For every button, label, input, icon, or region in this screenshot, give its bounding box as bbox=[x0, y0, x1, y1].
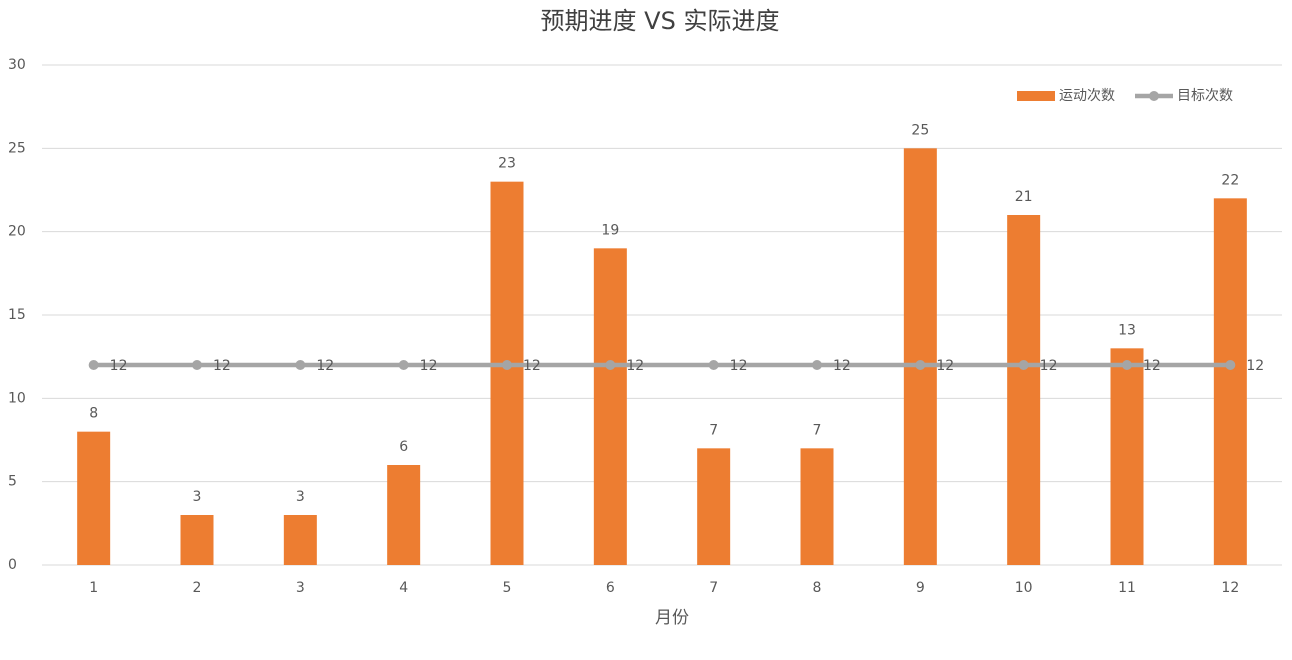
bar bbox=[593, 248, 627, 566]
x-tick-label: 1 bbox=[89, 580, 98, 596]
line-point bbox=[398, 360, 409, 370]
data-label: 3 bbox=[193, 489, 202, 505]
line-point bbox=[812, 360, 822, 370]
data-label: 12 bbox=[936, 358, 954, 374]
line-point bbox=[295, 360, 306, 370]
y-tick-label: 30 bbox=[8, 57, 26, 73]
x-tick-label: 10 bbox=[1015, 580, 1033, 596]
data-label: 19 bbox=[601, 222, 619, 238]
line-point bbox=[88, 360, 99, 370]
x-axis-title: 月份 bbox=[655, 608, 689, 628]
data-label: 12 bbox=[1246, 358, 1264, 374]
x-tick-label: 9 bbox=[916, 580, 925, 596]
bar bbox=[903, 148, 937, 566]
data-label: 12 bbox=[110, 358, 128, 374]
bar bbox=[77, 431, 111, 565]
data-label: 3 bbox=[296, 489, 305, 505]
legend-swatch-point bbox=[1149, 91, 1159, 101]
x-tick-label: 12 bbox=[1221, 580, 1239, 596]
data-label: 12 bbox=[833, 358, 851, 374]
line-point bbox=[502, 360, 512, 370]
line-point bbox=[605, 360, 616, 370]
y-tick-label: 5 bbox=[8, 474, 17, 490]
data-label: 12 bbox=[316, 358, 334, 374]
chart-title: 预期进度 VS 实际进度 bbox=[541, 7, 780, 35]
bar bbox=[1007, 215, 1041, 565]
data-label: 12 bbox=[213, 358, 231, 374]
x-tick-label: 4 bbox=[399, 580, 408, 596]
data-label: 7 bbox=[813, 422, 822, 438]
x-tick-label: 3 bbox=[296, 580, 305, 596]
bar bbox=[800, 448, 834, 565]
line-point bbox=[1225, 360, 1236, 370]
x-tick-label: 5 bbox=[503, 580, 512, 596]
x-tick-label: 8 bbox=[813, 580, 822, 596]
data-label: 13 bbox=[1118, 322, 1136, 338]
bar bbox=[180, 515, 214, 565]
bar bbox=[490, 181, 524, 565]
x-tick-label: 11 bbox=[1118, 580, 1136, 596]
line-point bbox=[1122, 360, 1132, 370]
bar bbox=[387, 465, 421, 565]
x-tick-label: 6 bbox=[606, 580, 615, 596]
line-point bbox=[1018, 360, 1029, 370]
line-point bbox=[915, 360, 926, 370]
data-label: 22 bbox=[1221, 172, 1239, 188]
y-tick-label: 0 bbox=[8, 557, 17, 573]
data-label: 12 bbox=[523, 358, 541, 374]
legend-swatch bbox=[1017, 91, 1055, 101]
y-tick-label: 10 bbox=[8, 390, 26, 406]
line-point bbox=[708, 360, 719, 370]
data-label: 12 bbox=[1040, 358, 1058, 374]
data-label: 21 bbox=[1015, 189, 1033, 205]
bar bbox=[1213, 198, 1247, 566]
data-label: 25 bbox=[911, 122, 929, 138]
line-point bbox=[192, 360, 202, 370]
y-tick-label: 25 bbox=[8, 140, 26, 156]
data-label: 6 bbox=[399, 439, 408, 455]
data-label: 12 bbox=[1143, 358, 1161, 374]
data-label: 8 bbox=[89, 406, 98, 422]
x-tick-label: 2 bbox=[193, 580, 202, 596]
data-label: 12 bbox=[730, 358, 748, 374]
bar bbox=[283, 515, 317, 565]
y-tick-label: 20 bbox=[8, 224, 26, 240]
x-tick-label: 7 bbox=[709, 580, 718, 596]
legend-label: 运动次数 bbox=[1059, 88, 1115, 104]
legend-label: 目标次数 bbox=[1177, 88, 1233, 104]
data-label: 12 bbox=[420, 358, 438, 374]
data-label: 23 bbox=[498, 156, 516, 172]
data-label: 7 bbox=[709, 422, 718, 438]
data-label: 12 bbox=[626, 358, 644, 374]
y-tick-label: 15 bbox=[8, 307, 26, 323]
bar bbox=[1110, 348, 1144, 565]
bar bbox=[697, 448, 731, 565]
